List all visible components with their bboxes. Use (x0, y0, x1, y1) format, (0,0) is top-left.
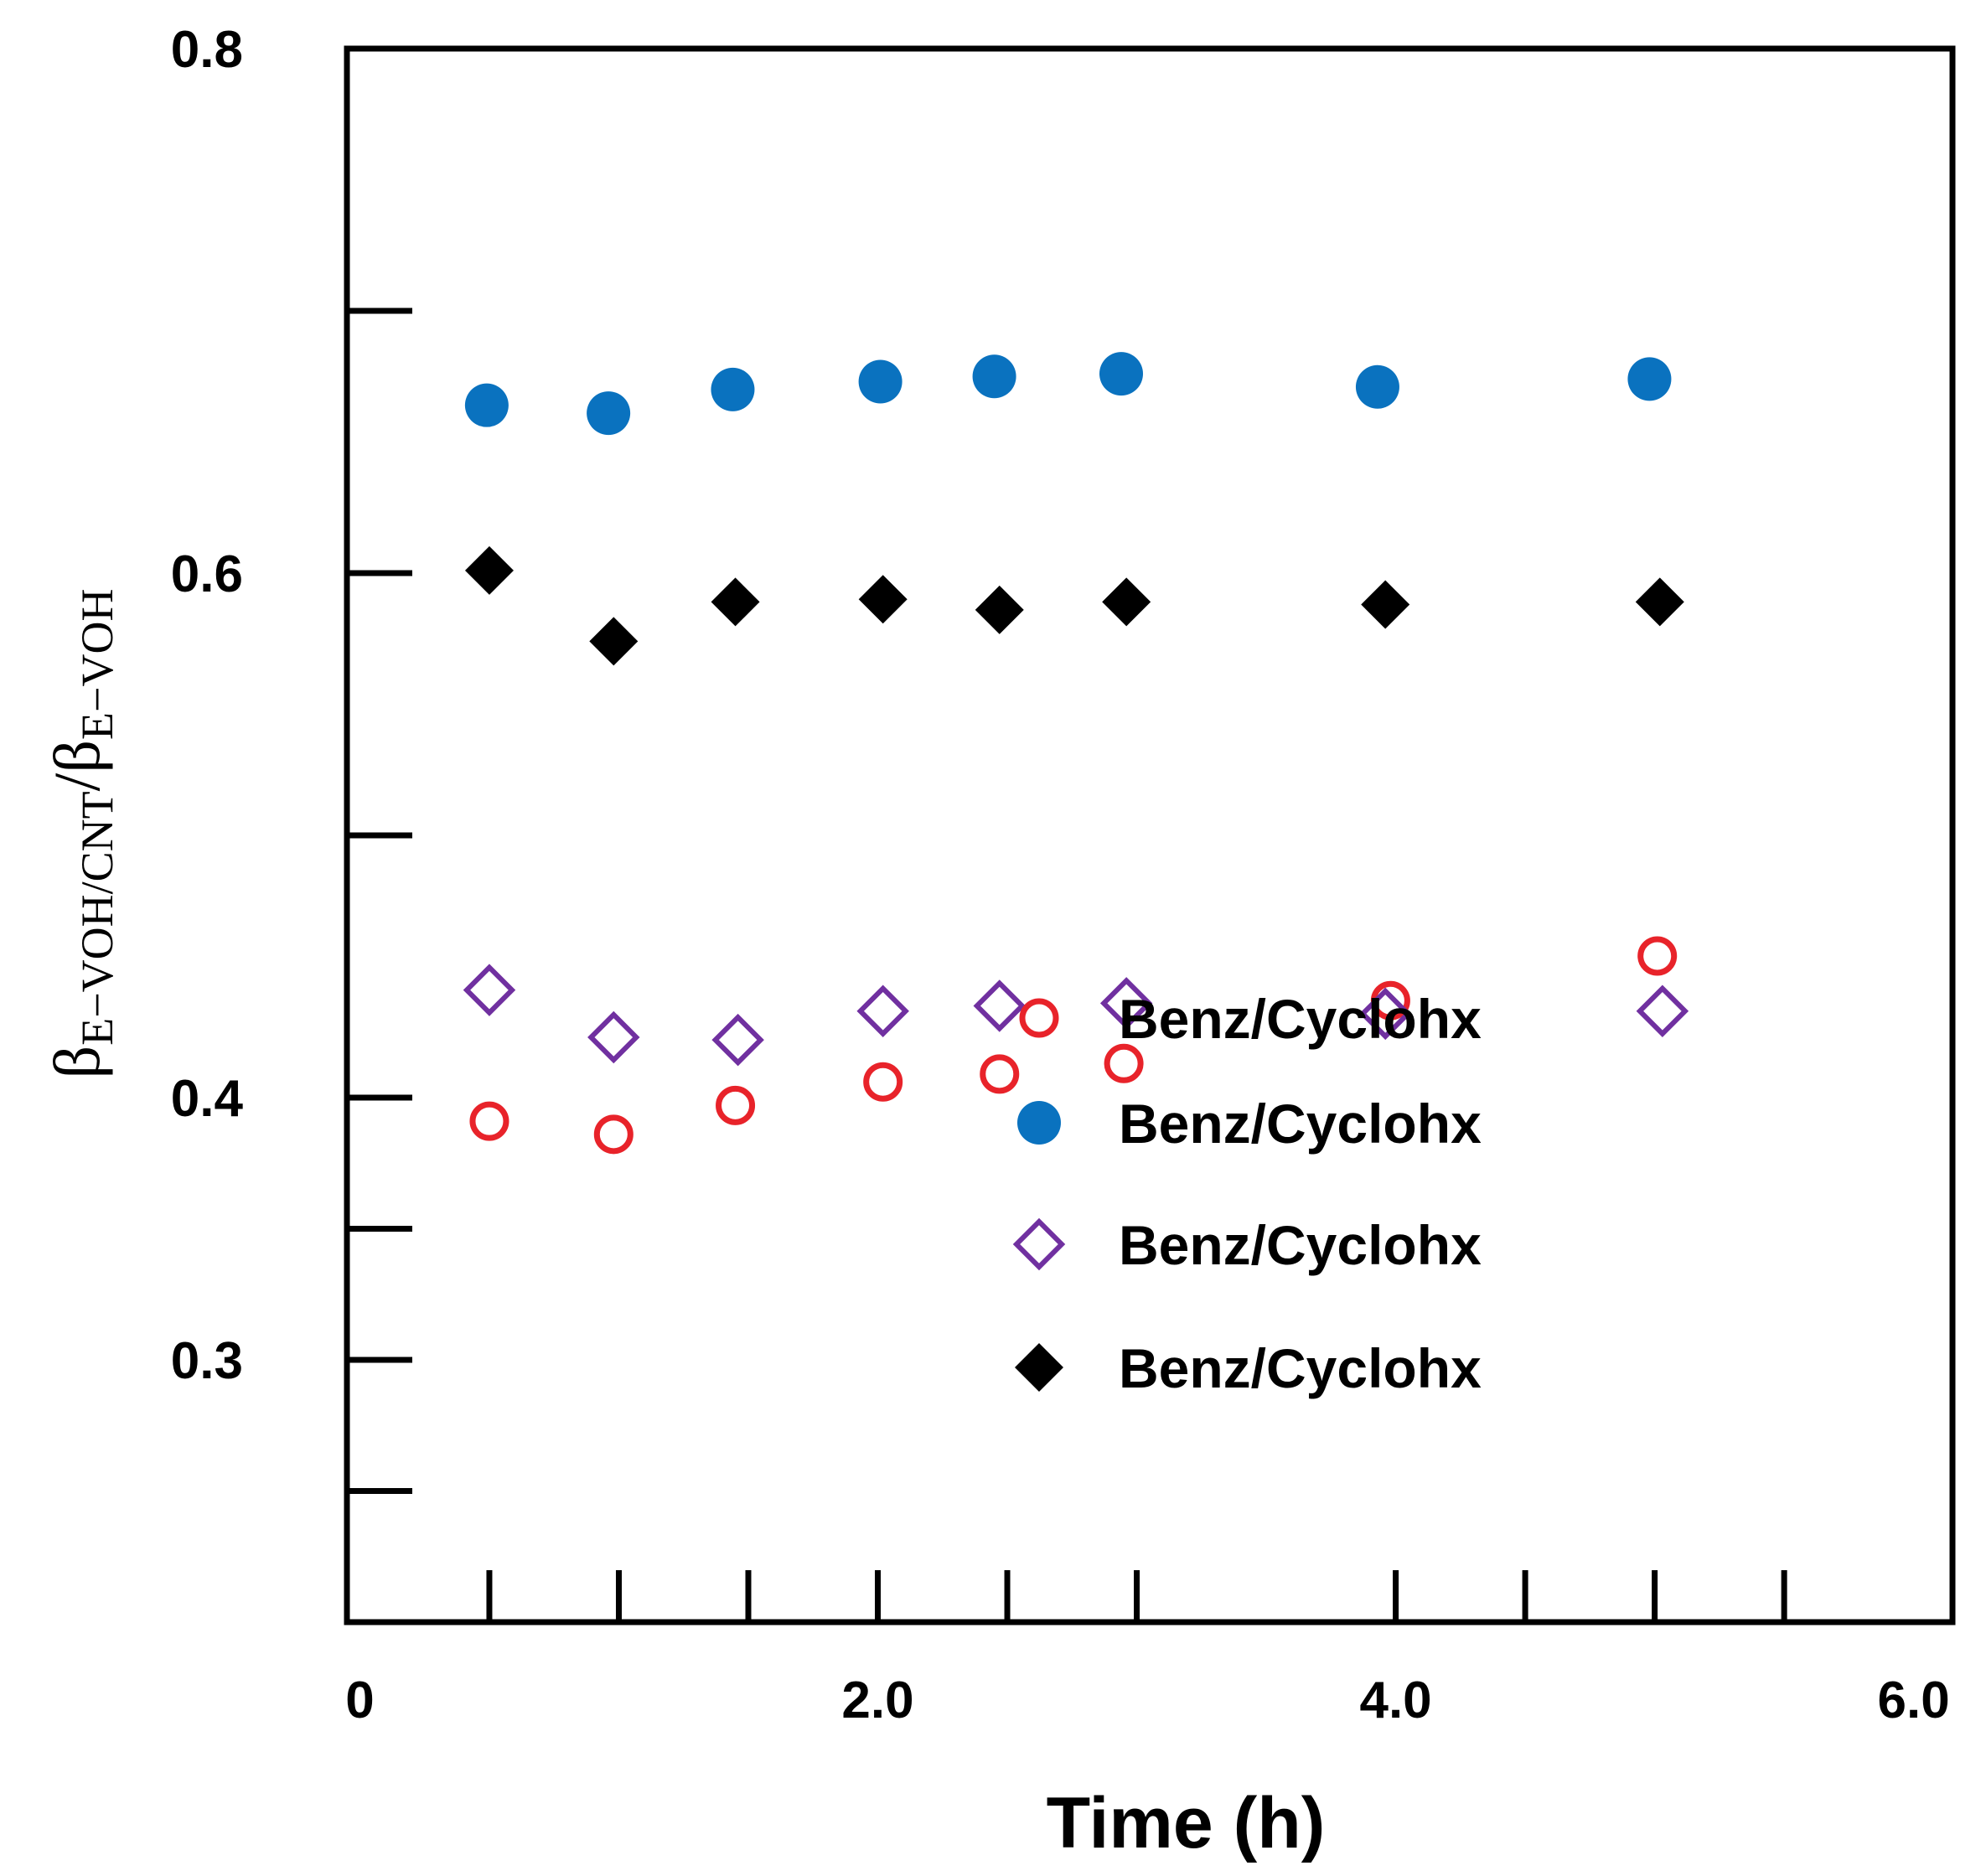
data-point (980, 1054, 1020, 1094)
data-point (973, 979, 1027, 1032)
legend: Benz/Cyclohx Benz/Cyclohx Benz/Cyclohx Benz… (1012, 988, 1482, 1399)
data-point (1102, 577, 1151, 627)
y-axis-title: βE−VOH/CNT/βE−VOH (40, 589, 122, 1079)
series-4 (464, 545, 1684, 666)
x-axis-title: Time (h) (1047, 1783, 1326, 1863)
data-point (863, 1062, 903, 1102)
x-tick-label: 4.0 (1359, 1672, 1431, 1729)
data-point (1355, 364, 1399, 409)
data-point (972, 354, 1016, 399)
data-point (1635, 577, 1684, 627)
data-point (1361, 580, 1410, 629)
legend-label: Benz/Cyclohx (1119, 1337, 1482, 1399)
data-point (1099, 352, 1144, 396)
data-point (589, 617, 639, 666)
data-point (1627, 357, 1672, 401)
legend-label: Benz/Cyclohx (1119, 1214, 1482, 1276)
data-point (1099, 977, 1153, 1030)
data-point (716, 1085, 756, 1125)
data-point (856, 985, 909, 1037)
data-point (975, 585, 1024, 634)
series-3 (463, 964, 1689, 1067)
data-point (587, 391, 631, 436)
y-tick-label: 0.3 (171, 1332, 243, 1390)
legend-marker (1017, 1101, 1061, 1145)
series-1 (469, 936, 1678, 1155)
data-point (711, 367, 755, 411)
x-tick-label: 0 (345, 1672, 374, 1729)
y-axis-title-sub1: E−VOH/CNT (72, 791, 122, 1045)
y-axis-title-beta2: β (40, 740, 113, 773)
data-point (711, 1013, 764, 1067)
data-point (464, 545, 514, 595)
legend-marker (1012, 1217, 1066, 1271)
data-point (858, 575, 908, 624)
data-point (587, 1010, 640, 1064)
data-point (858, 359, 902, 404)
y-axis-title-beta1: β (40, 1046, 113, 1079)
data-point (593, 1114, 634, 1155)
y-axis-title-slash: / (40, 773, 113, 791)
data-point (1358, 987, 1412, 1041)
y-tick-label: 0.8 (171, 21, 243, 79)
data-point (1637, 936, 1678, 976)
x-axis-ticks: 0 2.0 4.0 6.0 (345, 1570, 1950, 1729)
series-2 (464, 352, 1672, 436)
legend-label: Benz/Cyclohx (1119, 988, 1482, 1050)
y-axis-title-sub2: E−VOH (72, 589, 122, 740)
data-markers (463, 352, 1689, 1155)
data-point (1104, 1043, 1144, 1083)
data-point (711, 577, 760, 627)
data-point (463, 964, 516, 1016)
y-axis-ticks: 0.8 0.6 0.4 0.3 (171, 21, 412, 1494)
legend-marker (1015, 1343, 1063, 1392)
data-point (469, 1101, 509, 1141)
x-tick-label: 6.0 (1878, 1672, 1950, 1729)
data-point (1636, 985, 1689, 1037)
x-tick-label: 2.0 (841, 1672, 913, 1729)
y-tick-label: 0.4 (171, 1070, 244, 1128)
y-tick-label: 0.6 (171, 545, 243, 603)
data-point (464, 383, 509, 427)
legend-label: Benz/Cyclohx (1119, 1093, 1482, 1155)
legend-marker (1019, 998, 1059, 1038)
